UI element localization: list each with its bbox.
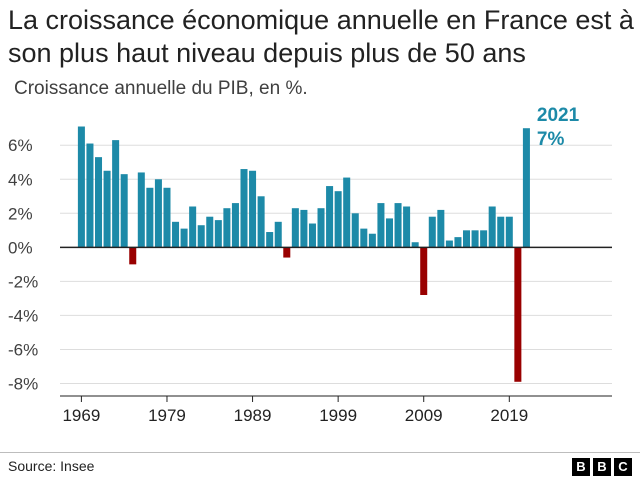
- bar: [129, 247, 137, 265]
- bar: [249, 170, 257, 248]
- bar: [112, 140, 120, 248]
- bar: [206, 216, 214, 248]
- logo-letter-b2: B: [593, 458, 611, 476]
- bar: [497, 216, 505, 248]
- bar: [197, 225, 205, 248]
- bar: [103, 170, 111, 248]
- bar: [480, 230, 488, 248]
- bar: [326, 186, 334, 248]
- logo-letter-c: C: [614, 458, 632, 476]
- y-tick-label: -6%: [8, 340, 38, 359]
- x-tick-label: 2019: [490, 406, 528, 425]
- bar: [308, 223, 316, 248]
- bar: [351, 213, 359, 248]
- bar: [394, 203, 402, 248]
- bbc-logo: B B C: [572, 458, 632, 476]
- logo-letter-b1: B: [572, 458, 590, 476]
- bar: [240, 169, 248, 248]
- bar: [274, 221, 282, 248]
- bar: [385, 218, 393, 248]
- bar: [180, 228, 188, 248]
- bar-chart: 6% 4% 2% 0% -2% -4% -6% -8% 1969 1979 1989 1999 2009…: [8, 105, 612, 425]
- bar: [420, 247, 428, 295]
- bar: [163, 187, 171, 248]
- bar: [223, 208, 231, 248]
- bar: [172, 221, 180, 248]
- y-tick-label: -8%: [8, 374, 38, 393]
- bar: [411, 242, 419, 248]
- bar: [231, 203, 239, 248]
- y-tick-label: 2%: [8, 204, 33, 223]
- bar: [403, 206, 411, 248]
- x-tick-label: 2009: [405, 406, 443, 425]
- bar: [445, 240, 453, 248]
- bar: [77, 126, 85, 248]
- bar: [95, 157, 103, 248]
- bar: [214, 220, 222, 248]
- bar: [471, 230, 479, 248]
- bar: [146, 187, 154, 248]
- bar: [514, 247, 522, 382]
- bar: [360, 228, 368, 248]
- y-tick-label: -2%: [8, 272, 38, 291]
- chart-title: La croissance économique annuelle en Fra…: [8, 5, 634, 68]
- bar: [300, 209, 308, 248]
- bar: [488, 206, 496, 248]
- chart-subtitle: Croissance annuelle du PIB, en %.: [14, 78, 308, 99]
- bar: [86, 143, 94, 248]
- bar: [377, 203, 385, 248]
- footer-divider: [0, 452, 640, 453]
- x-tick-label: 1999: [319, 406, 357, 425]
- bar: [334, 191, 342, 248]
- bar: [368, 233, 376, 248]
- bar: [454, 237, 462, 248]
- bar: [189, 206, 197, 248]
- annotation-label: 7%: [537, 129, 565, 150]
- bar: [437, 209, 445, 248]
- y-tick-label: 4%: [8, 170, 33, 189]
- annotation-label: 2021: [537, 105, 580, 126]
- bar: [283, 247, 291, 258]
- y-tick-label: 6%: [8, 136, 33, 155]
- bar: [343, 177, 351, 248]
- bar: [522, 128, 530, 248]
- bar: [120, 174, 128, 248]
- bar: [317, 208, 325, 248]
- y-tick-label: 0%: [8, 238, 33, 257]
- bar: [428, 216, 436, 248]
- x-tick-label: 1979: [148, 406, 186, 425]
- bar: [257, 196, 265, 248]
- bar: [266, 232, 274, 248]
- bar: [137, 172, 145, 248]
- bar: [291, 208, 299, 248]
- bar: [154, 179, 162, 248]
- bar: [463, 230, 471, 248]
- x-tick-label: 1969: [62, 406, 100, 425]
- y-tick-label: -4%: [8, 306, 38, 325]
- source-note: Source: Insee: [8, 458, 95, 474]
- bar: [505, 216, 513, 248]
- x-tick-label: 1989: [234, 406, 272, 425]
